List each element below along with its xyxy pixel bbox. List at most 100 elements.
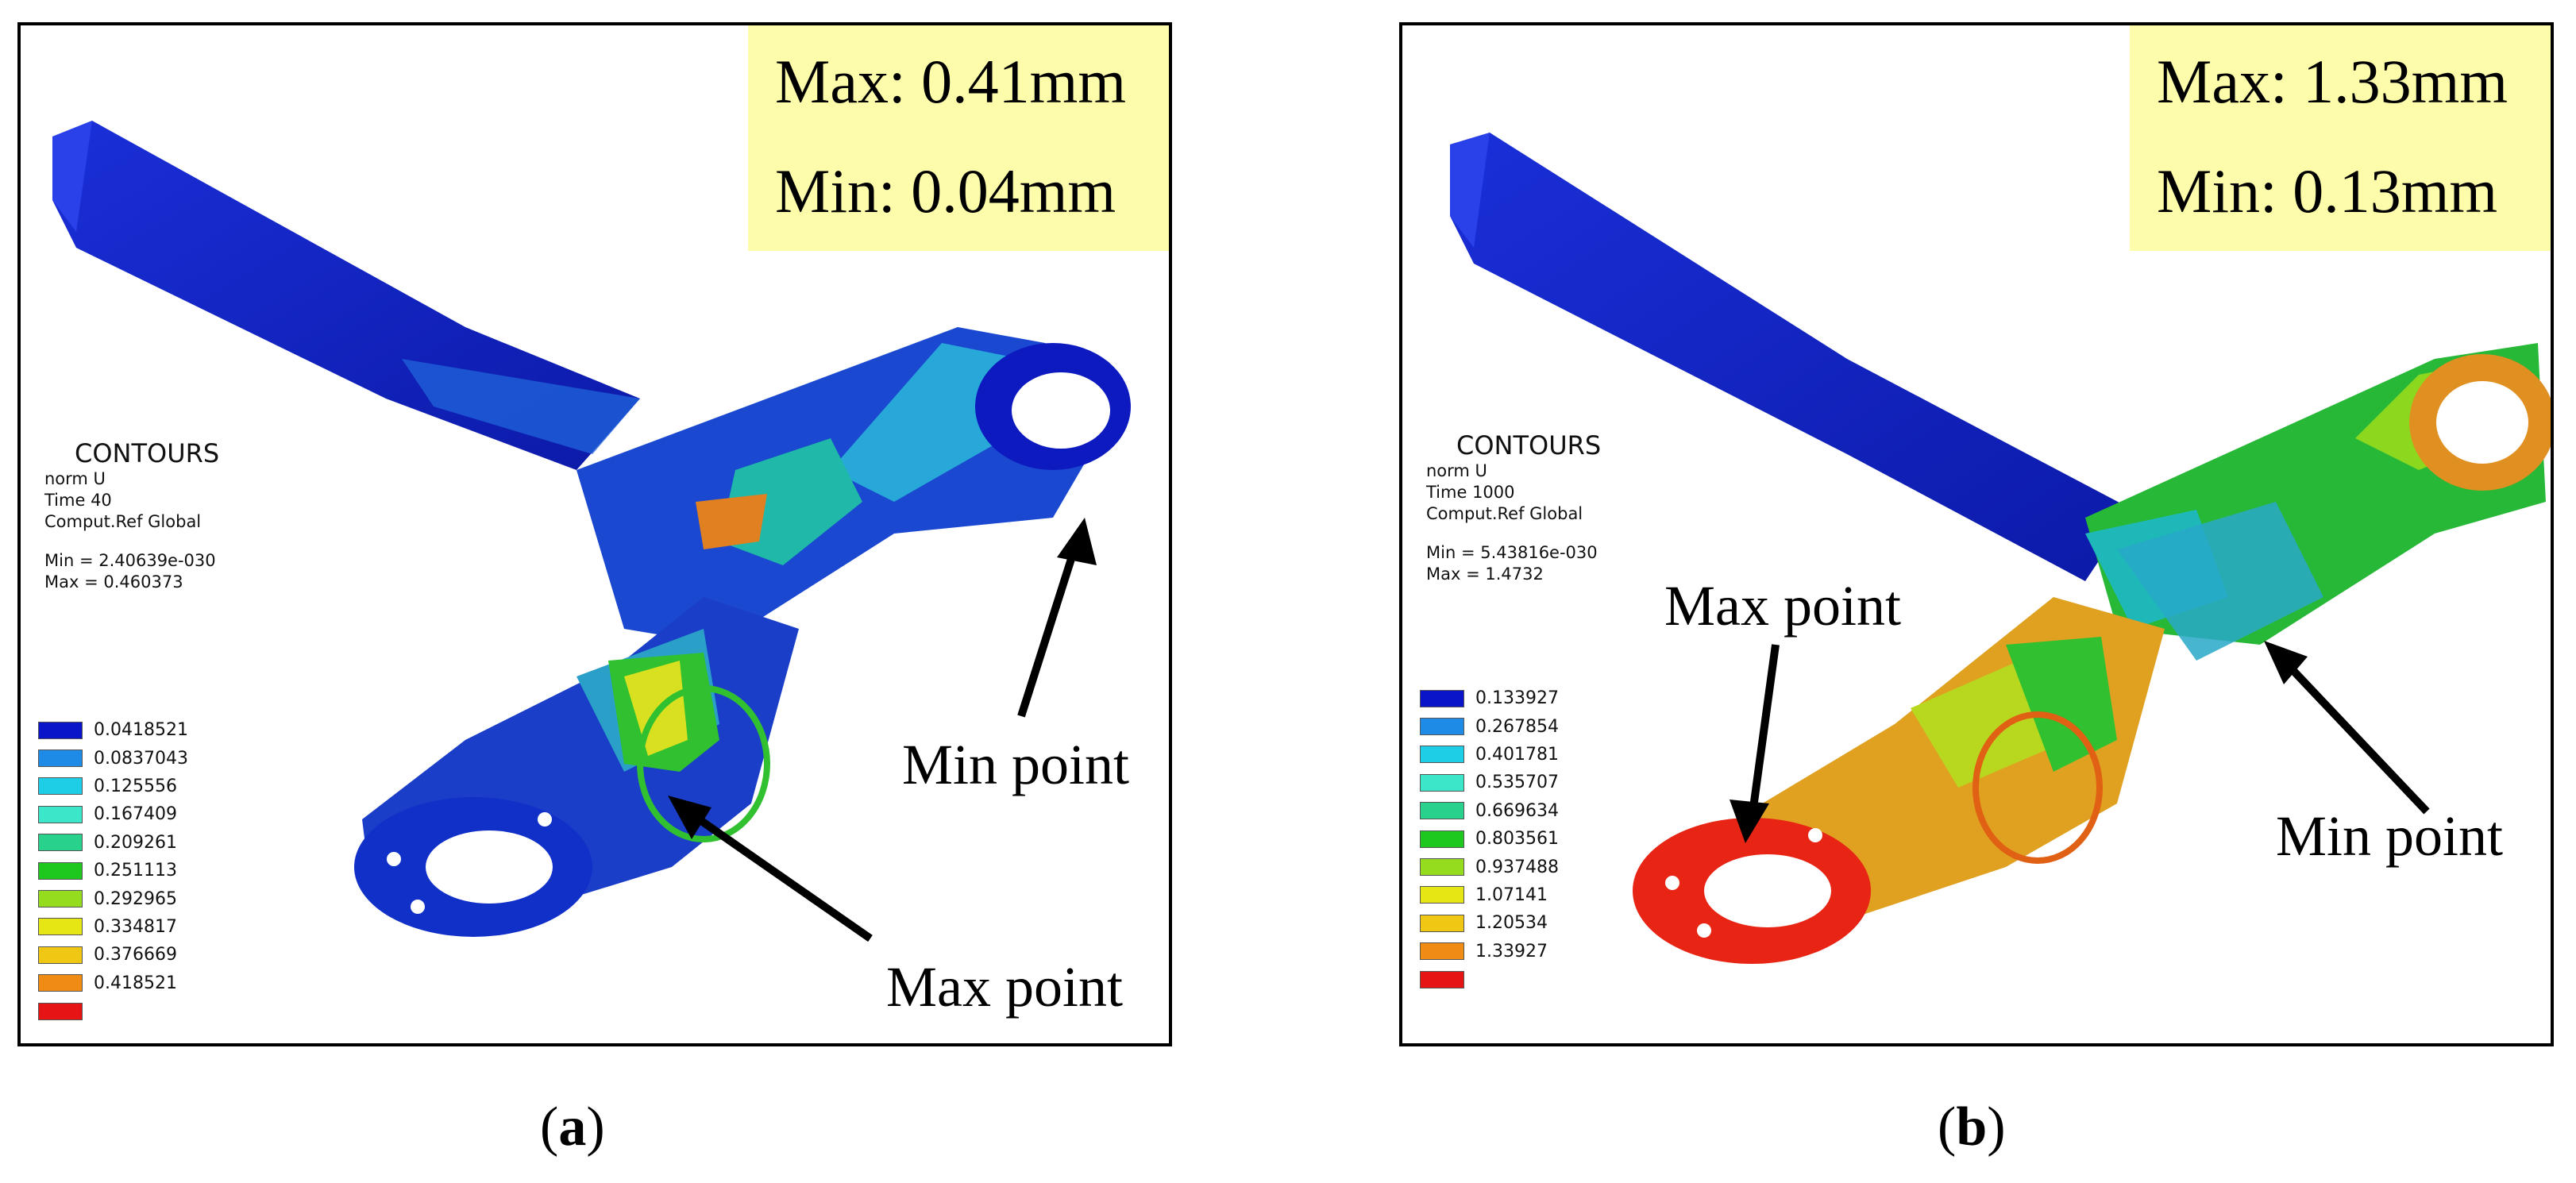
legend-swatch — [38, 805, 83, 823]
legend-value: 0.803561 — [1475, 829, 1559, 850]
max-value-b: Max: 1.33mm — [2157, 47, 2508, 116]
legend-value: 0.209261 — [94, 832, 177, 853]
legend-swatch — [1420, 802, 1464, 820]
legend-value: 0.0418521 — [94, 720, 188, 741]
min-value-b: Min: 0.13mm — [2157, 156, 2498, 225]
max-min-box-b: Max: 1.33mm Min: 0.13mm — [2130, 25, 2551, 251]
legend-swatch — [1420, 942, 1464, 961]
legend-swatch — [1420, 970, 1464, 988]
legend-row — [38, 997, 188, 1025]
legend-swatch — [38, 749, 83, 768]
min-point-arrow-a — [1017, 540, 1081, 718]
legend-row: 0.334817 — [38, 913, 188, 941]
legend-swatch — [38, 890, 83, 908]
contours-title: CONTOURS — [1456, 430, 1602, 460]
legend-swatch — [1420, 858, 1464, 877]
legend-value: 0.267854 — [1475, 716, 1559, 737]
legend-row: 0.133927 — [1420, 684, 1559, 712]
panel-a: Max: 0.41mm Min: 0.04mm CONTOURS norm U … — [17, 22, 1172, 1046]
legend-value: 0.292965 — [94, 888, 177, 909]
legend-row: 1.20534 — [1420, 909, 1559, 937]
legend-row: 1.07141 — [1420, 881, 1559, 909]
legend-swatch — [1420, 886, 1464, 904]
contours-info-b: CONTOURS norm U Time 1000 Comput.Ref Glo… — [1426, 430, 1601, 585]
contours-ref: Comput.Ref Global — [1426, 504, 1583, 523]
max-min-box-a: Max: 0.41mm Min: 0.04mm — [748, 25, 1169, 251]
contours-max: Max = 0.460373 — [44, 572, 183, 592]
max-point-arrow-a — [685, 807, 873, 942]
legend-row: 0.669634 — [1420, 797, 1559, 825]
legend-row: 0.803561 — [1420, 825, 1559, 853]
legend-row: 0.535707 — [1420, 769, 1559, 796]
legend-row: 0.125556 — [38, 773, 188, 800]
legend-swatch — [1420, 746, 1464, 764]
legend-value: 0.401781 — [1475, 744, 1559, 765]
legend-row: 0.401781 — [1420, 741, 1559, 769]
min-point-label-b: Min point — [2276, 804, 2504, 868]
legend-value: 0.167409 — [94, 804, 177, 825]
legend-swatch — [38, 918, 83, 936]
legend-row: 0.209261 — [38, 829, 188, 857]
fem-model-render-b — [1450, 133, 2551, 964]
tube-b — [1450, 133, 2133, 581]
legend-swatch — [1420, 773, 1464, 792]
legend-value: 0.376669 — [94, 945, 177, 965]
contours-min: Min = 5.43816e-030 — [1426, 543, 1598, 562]
legend-value: 0.133927 — [1475, 688, 1559, 709]
legend-swatch — [1420, 689, 1464, 707]
min-value-a: Min: 0.04mm — [775, 156, 1116, 225]
contours-info-a: CONTOURS norm U Time 40 Comput.Ref Globa… — [44, 438, 219, 593]
color-legend-a: 0.0418521 0.0837043 0.125556 0.167409 0.… — [38, 716, 188, 1025]
legend-value: 0.0837043 — [94, 748, 188, 769]
min-point-arrow-b — [2281, 657, 2430, 815]
legend-row: 0.292965 — [38, 884, 188, 912]
legend-row: 0.0837043 — [38, 744, 188, 772]
legend-row: 0.0418521 — [38, 716, 188, 744]
legend-swatch — [38, 721, 83, 739]
caption-a-label: a — [558, 1096, 587, 1158]
contours-time: Time 1000 — [1426, 483, 1515, 502]
legend-swatch — [38, 974, 83, 992]
min-point-label-a: Min point — [902, 733, 1130, 796]
legend-row: 0.267854 — [1420, 712, 1559, 740]
legend-value: 0.937488 — [1475, 857, 1559, 877]
legend-row: 0.376669 — [38, 941, 188, 969]
legend-value: 0.669634 — [1475, 800, 1559, 821]
max-point-label-a: Max point — [886, 955, 1123, 1019]
contours-title: CONTOURS — [75, 438, 220, 468]
caption-b-label: b — [1956, 1096, 1988, 1158]
legend-row: 0.418521 — [38, 969, 188, 997]
legend-row: 0.167409 — [38, 800, 188, 828]
legend-value: 0.125556 — [94, 776, 177, 796]
legend-value: 0.535707 — [1475, 773, 1559, 793]
legend-value: 1.33927 — [1475, 941, 1548, 961]
panel-b: Max: 1.33mm Min: 0.13mm CONTOURS norm U … — [1399, 22, 2554, 1046]
legend-swatch — [38, 946, 83, 964]
legend-value: 0.251113 — [94, 861, 177, 881]
legend-row — [1420, 965, 1559, 993]
caption-a: (a) — [540, 1096, 605, 1158]
legend-row: 1.33927 — [1420, 938, 1559, 965]
max-point-label-b: Max point — [1664, 574, 1901, 638]
legend-value: 1.20534 — [1475, 913, 1548, 934]
legend-value: 1.07141 — [1475, 884, 1548, 905]
max-point-arrow-b — [1748, 644, 1780, 820]
contours-time: Time 40 — [44, 491, 112, 510]
legend-swatch — [1420, 830, 1464, 848]
legend-row: 0.251113 — [38, 857, 188, 884]
legend-value: 0.418521 — [94, 973, 177, 993]
caption-b: (b) — [1938, 1096, 2006, 1158]
legend-swatch — [38, 777, 83, 796]
legend-swatch — [38, 834, 83, 852]
fem-model-render-a — [52, 121, 1131, 942]
legend-swatch — [1420, 718, 1464, 736]
legend-value: 0.334817 — [94, 916, 177, 937]
legend-row: 0.937488 — [1420, 853, 1559, 881]
max-value-a: Max: 0.41mm — [775, 47, 1126, 116]
legend-swatch — [1420, 914, 1464, 932]
legend-swatch — [38, 1002, 83, 1020]
contours-variable: norm U — [44, 469, 106, 488]
contours-min: Min = 2.40639e-030 — [44, 551, 216, 570]
contours-max: Max = 1.4732 — [1426, 565, 1544, 584]
contours-variable: norm U — [1426, 461, 1487, 480]
